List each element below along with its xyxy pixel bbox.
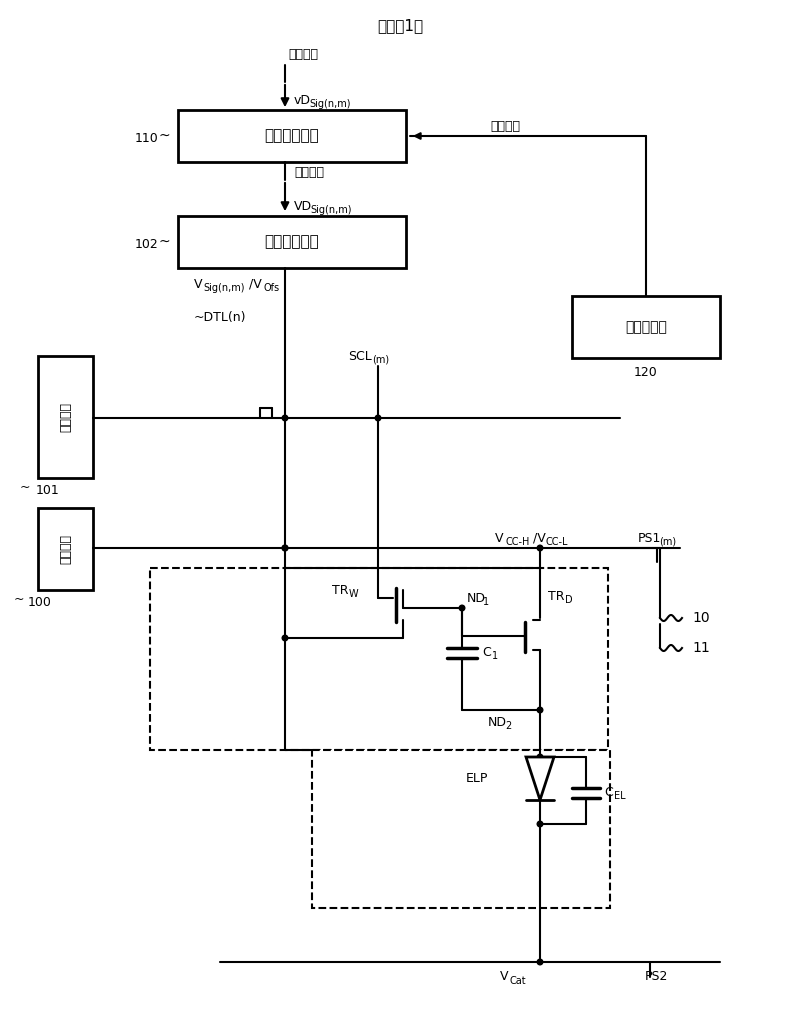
Text: 扫描电路: 扫描电路 — [59, 402, 72, 432]
Text: C: C — [482, 645, 490, 658]
Text: Sig(n,m): Sig(n,m) — [310, 205, 351, 215]
Text: ELP: ELP — [466, 771, 488, 784]
Text: ~DTL(n): ~DTL(n) — [194, 311, 246, 325]
Text: 亮度校正单元: 亮度校正单元 — [265, 128, 319, 143]
Text: V: V — [500, 971, 509, 983]
Bar — [312, 750, 610, 908]
Text: Sig(n,m): Sig(n,m) — [309, 99, 350, 109]
Circle shape — [282, 635, 288, 641]
Bar — [178, 216, 406, 268]
Circle shape — [282, 545, 288, 551]
Text: EL: EL — [614, 791, 626, 801]
Text: TR: TR — [332, 584, 349, 597]
Text: ~: ~ — [158, 234, 170, 249]
Text: Ofs: Ofs — [263, 283, 279, 293]
Text: V: V — [495, 531, 503, 545]
Text: 101: 101 — [36, 484, 60, 498]
Text: （示例1）: （示例1） — [377, 18, 423, 34]
Text: ~: ~ — [158, 129, 170, 143]
Text: ~: ~ — [19, 480, 30, 494]
Text: W: W — [349, 589, 358, 599]
Text: D: D — [565, 595, 573, 605]
Text: ND: ND — [488, 716, 507, 728]
Text: vD: vD — [294, 93, 311, 106]
Text: Sig(n,m): Sig(n,m) — [203, 283, 245, 293]
Text: SCL: SCL — [348, 349, 372, 362]
Bar — [178, 110, 406, 162]
Text: 120: 120 — [634, 367, 658, 380]
Bar — [38, 356, 93, 478]
Text: 温度信息: 温度信息 — [490, 121, 520, 133]
Circle shape — [538, 959, 542, 965]
Bar — [38, 508, 93, 590]
Text: (m): (m) — [659, 537, 676, 547]
Circle shape — [459, 605, 465, 610]
Text: 10: 10 — [692, 611, 710, 625]
Bar — [150, 568, 608, 750]
Text: TR: TR — [548, 590, 565, 602]
Bar — [572, 296, 720, 358]
Text: C: C — [604, 785, 613, 799]
Circle shape — [538, 708, 542, 713]
Text: 1: 1 — [483, 597, 489, 607]
Circle shape — [538, 821, 542, 826]
Text: PS1: PS1 — [638, 531, 662, 545]
Text: VD: VD — [294, 200, 312, 213]
Text: 信号输出电路: 信号输出电路 — [265, 234, 319, 250]
Text: 102: 102 — [134, 238, 158, 251]
Text: ~: ~ — [14, 593, 24, 605]
Polygon shape — [526, 757, 554, 800]
Text: 电源单元: 电源单元 — [59, 534, 72, 564]
Text: Cat: Cat — [510, 976, 526, 986]
Circle shape — [538, 755, 542, 760]
Circle shape — [282, 545, 288, 551]
Circle shape — [538, 545, 542, 551]
Text: CC-L: CC-L — [546, 537, 569, 547]
Text: (m): (m) — [372, 355, 389, 365]
Text: 1: 1 — [492, 651, 498, 662]
Text: ND: ND — [467, 592, 486, 604]
Text: V: V — [194, 278, 202, 291]
Text: /V: /V — [533, 531, 546, 545]
Text: /V: /V — [249, 278, 262, 291]
Text: PS2: PS2 — [645, 971, 668, 983]
Text: 110: 110 — [134, 131, 158, 144]
Circle shape — [282, 415, 288, 421]
Text: CC-H: CC-H — [505, 537, 530, 547]
Text: 11: 11 — [692, 641, 710, 655]
Text: 2: 2 — [505, 721, 511, 731]
Text: 100: 100 — [28, 597, 52, 609]
Circle shape — [375, 415, 381, 421]
Text: 温度传感器: 温度传感器 — [625, 319, 667, 334]
Text: 视频信号: 视频信号 — [294, 166, 324, 178]
Text: 输入信号: 输入信号 — [288, 47, 318, 60]
